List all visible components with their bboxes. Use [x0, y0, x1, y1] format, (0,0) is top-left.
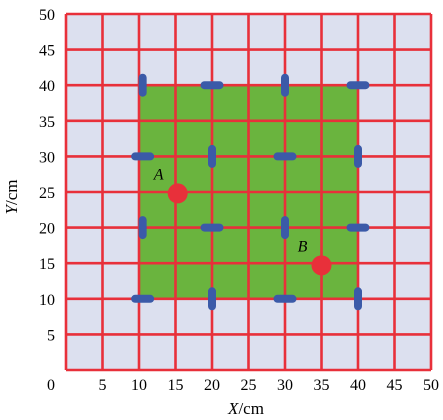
x-tick-label: 40	[350, 377, 366, 394]
y-axis-label: Y/cm	[2, 180, 21, 215]
electrode-horizontal	[346, 223, 370, 232]
x-tick-label: 50	[423, 377, 439, 394]
grid-lines	[64, 12, 433, 372]
x-axis-label-symbol: X	[227, 399, 239, 418]
x-tick-label: 25	[241, 377, 257, 394]
electrode-horizontal	[131, 152, 155, 161]
x-tick-label: 35	[314, 377, 330, 394]
x-tick-label: 5	[99, 377, 107, 394]
electrode-vertical	[138, 73, 147, 97]
electrode-horizontal	[273, 152, 297, 161]
y-tick-label: 50	[39, 7, 55, 24]
electrode-vertical	[281, 73, 289, 97]
electrode-vertical	[208, 144, 216, 168]
x-axis-label-unit: /cm	[238, 399, 264, 418]
point-a-label: A	[153, 166, 164, 183]
y-tick-label: 40	[39, 78, 55, 95]
electrode-horizontal	[200, 223, 224, 232]
y-tick-label: 5	[47, 327, 55, 344]
point-b-marker	[311, 255, 332, 276]
x-axis-label: X/cm	[227, 399, 264, 418]
electrode-vertical	[138, 216, 147, 240]
y-axis-label-unit: /cm	[2, 180, 21, 206]
y-tick-label: 30	[39, 149, 55, 166]
electrode-horizontal	[273, 294, 297, 303]
electrode-horizontal	[200, 81, 224, 90]
x-tick-label: 0	[47, 377, 55, 394]
electrodes	[131, 73, 370, 311]
electrode-vertical	[281, 216, 289, 240]
y-tick-label: 20	[39, 221, 55, 238]
y-tick-label: 45	[39, 43, 55, 60]
x-tick-label: 20	[204, 377, 220, 394]
y-tick-label: 15	[39, 256, 55, 273]
y-tick-label: 10	[39, 292, 55, 309]
y-tick-label: 25	[39, 185, 55, 202]
x-tick-label: 30	[277, 377, 293, 394]
x-tick-label: 45	[387, 377, 403, 394]
x-axis-ticks: 0 5 10 15 20 25 30 35 40 45 50	[47, 377, 439, 394]
y-axis-ticks: 5 10 15 20 25 30 35 40 45 50	[39, 7, 55, 344]
x-tick-label: 10	[131, 377, 147, 394]
electrode-vertical	[354, 144, 362, 168]
y-axis-label-symbol: Y	[2, 203, 21, 214]
point-a-marker	[167, 183, 188, 204]
electrode-vertical	[354, 287, 362, 311]
point-b-label: B	[298, 238, 308, 255]
electrode-horizontal	[346, 81, 370, 90]
electrode-vertical	[208, 287, 216, 311]
electrode-horizontal	[131, 294, 155, 303]
x-tick-label: 15	[168, 377, 184, 394]
y-tick-label: 35	[39, 114, 55, 131]
points: AB	[153, 166, 332, 276]
